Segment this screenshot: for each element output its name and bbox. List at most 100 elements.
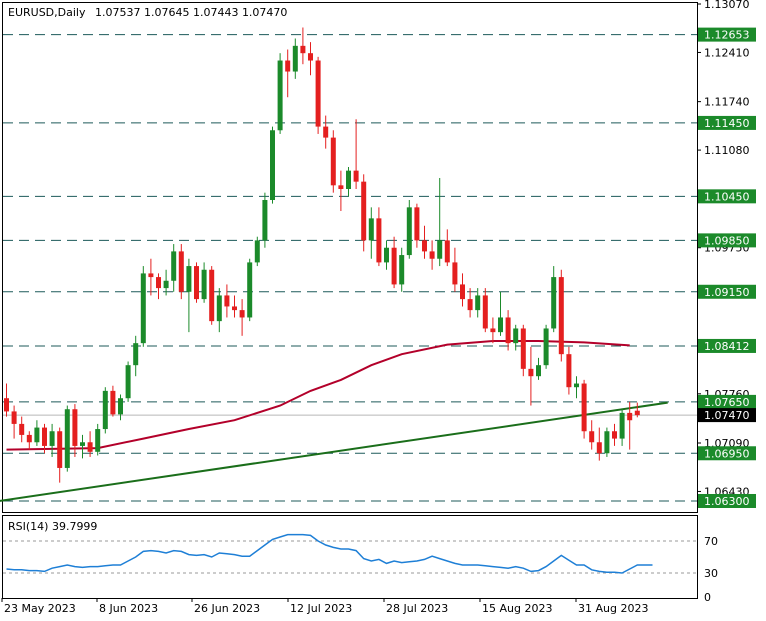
trend-line-segment: [0, 401, 668, 502]
candle-body-3: [26, 434, 32, 443]
candle-1: [11, 405, 17, 439]
candle-body-2: [19, 423, 25, 435]
candle-body-59: [452, 262, 458, 285]
time-label-4: 28 Jul 2023: [386, 602, 448, 615]
candle-body-6: [49, 431, 55, 446]
candle-body-44: [338, 185, 344, 189]
candle-25: [194, 262, 199, 303]
candle-49: [376, 207, 382, 267]
candle-body-53: [406, 207, 412, 256]
candle-body-63: [482, 295, 488, 329]
candle-13: [102, 387, 108, 434]
candle-body-29: [224, 295, 230, 307]
candle-76: [581, 379, 587, 439]
candle-37: [285, 49, 291, 98]
candle-body-9: [72, 409, 78, 446]
candle-15: [118, 394, 123, 421]
candle-body-14: [110, 390, 116, 415]
candle-body-81: [619, 412, 625, 439]
candle-body-17: [133, 343, 139, 366]
candle-body-36: [277, 60, 283, 131]
level-label-box-7: [698, 446, 756, 461]
candle-body-60: [460, 284, 465, 300]
candle-body-11: [87, 442, 93, 452]
candle-body-8: [64, 409, 70, 468]
rsi-tick-label-2: 0: [704, 591, 711, 604]
candle-21: [163, 269, 169, 296]
candle-body-19: [148, 273, 154, 278]
level-label-5: 1.08412: [704, 340, 750, 353]
candle-56: [429, 240, 435, 270]
candle-body-45: [346, 170, 351, 189]
candle-body-68: [520, 328, 526, 369]
candle-body-43: [330, 137, 336, 186]
candle-53: [406, 200, 412, 259]
candle-16: [125, 361, 131, 402]
candle-28: [216, 288, 222, 333]
candle-body-32: [247, 262, 253, 318]
price-tick-label-0: 1.13070: [704, 0, 750, 11]
candle-7: [57, 427, 63, 483]
candle-body-55: [422, 240, 427, 252]
candle-10: [80, 434, 85, 459]
candle-body-47: [361, 181, 367, 241]
candle-body-15: [118, 398, 123, 415]
candle-body-62: [475, 295, 481, 311]
candle-body-74: [566, 354, 572, 388]
candle-body-65: [498, 317, 503, 333]
candle-31: [239, 299, 245, 336]
candle-0: [4, 383, 9, 417]
candle-body-0: [4, 398, 9, 412]
candle-body-12: [95, 429, 101, 452]
level-labels: 1.12653 1.11450 1.10450 1.09850 1.09150 1.084…: [698, 27, 756, 508]
candle-body-40: [308, 53, 313, 61]
level-label-0: 1.12653: [704, 29, 750, 42]
candle-44: [338, 170, 344, 212]
candle-body-34: [262, 200, 268, 241]
candle-51: [391, 236, 397, 289]
candle-body-70: [536, 365, 541, 377]
candle-body-41: [315, 60, 321, 127]
candle-59: [452, 247, 458, 292]
candle-body-28: [216, 295, 222, 322]
candle-body-23: [178, 251, 184, 292]
rsi-line: [6, 533, 653, 574]
candle-body-33: [254, 240, 260, 263]
candle-46: [353, 119, 359, 189]
candle-body-1: [11, 411, 17, 424]
candle-body-21: [163, 280, 169, 289]
candle-body-38: [292, 45, 298, 72]
candle-19: [148, 258, 154, 296]
price-tick-label-2: 1.11740: [704, 96, 750, 109]
candle-body-27: [209, 269, 215, 322]
candle-body-42: [323, 126, 329, 138]
candle-body-37: [285, 60, 291, 72]
candle-20: [156, 273, 161, 300]
candle-body-51: [391, 247, 397, 285]
candle-72: [551, 266, 557, 333]
level-label-2: 1.10450: [704, 190, 750, 203]
candle-17: [133, 335, 139, 377]
price-axis: 1.130701.124101.117401.110801.097501.077…: [697, 0, 750, 498]
candle-12: [95, 423, 101, 456]
ohlc-values: 1.07537 1.07645 1.07443 1.07470: [95, 6, 287, 19]
rsi-tick-label-1: 30: [704, 567, 718, 580]
candle-48: [368, 207, 374, 259]
candle-6: [49, 423, 55, 457]
candle-68: [520, 324, 526, 377]
candles: [4, 27, 640, 483]
candle-66: [505, 310, 511, 351]
current-price-label: 1.07470: [704, 409, 750, 422]
candle-body-71: [543, 328, 549, 366]
level-label-box-3: [698, 233, 756, 248]
candle-body-30: [232, 306, 237, 311]
candle-body-80: [612, 431, 617, 439]
candle-body-52: [399, 255, 405, 285]
candle-18: [140, 266, 146, 347]
candle-42: [323, 115, 329, 149]
time-label-1: 8 Jun 2023: [99, 602, 158, 615]
price-tick-label-1: 1.12410: [704, 46, 750, 59]
candle-81: [619, 409, 625, 446]
candle-78: [596, 427, 602, 461]
